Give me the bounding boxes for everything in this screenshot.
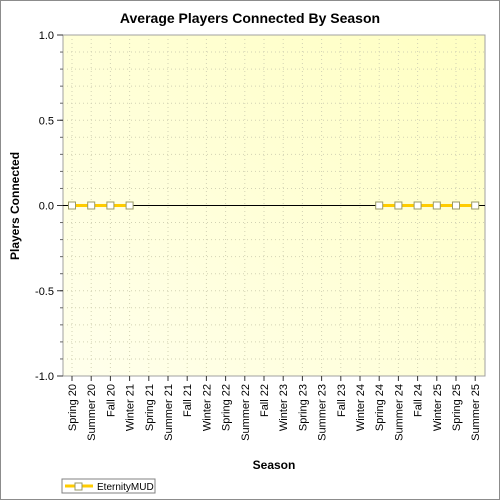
x-tick-label: Winter 25	[432, 384, 444, 431]
x-tick-label: Spring 21	[144, 384, 156, 431]
x-tick-label: Summer 23	[317, 384, 329, 441]
data-point	[87, 201, 96, 210]
grid-layer	[63, 35, 485, 376]
data-point	[394, 201, 403, 210]
x-tick-label: Fall 23	[336, 384, 348, 417]
x-tick-label: Spring 25	[451, 384, 463, 431]
data-point	[68, 201, 76, 210]
x-tick-label: Spring 20	[67, 384, 79, 431]
x-tick-label: Spring 24	[374, 384, 386, 431]
x-tick-label: Winter 22	[201, 384, 213, 431]
x-tick-label: Spring 22	[221, 384, 233, 431]
x-axis-title: Season	[253, 458, 296, 472]
data-point	[413, 201, 422, 210]
x-tick-label: Fall 20	[105, 384, 117, 417]
x-tick-label: Summer 22	[240, 384, 252, 441]
y-axis-title: Players Connected	[8, 152, 22, 260]
data-point	[375, 201, 384, 210]
x-tick-label: Fall 21	[182, 384, 194, 417]
x-tick-label: Spring 23	[297, 384, 309, 431]
x-tick-label: Winter 23	[278, 384, 290, 431]
series-layer	[68, 201, 480, 210]
y-tick-label: 0.5	[39, 115, 54, 127]
data-point	[106, 201, 115, 210]
chart-title: Average Players Connected By Season	[120, 10, 380, 26]
data-point	[471, 201, 480, 210]
x-tick-label: Summer 24	[393, 384, 405, 441]
data-point	[452, 201, 460, 210]
x-tick-label: Summer 21	[163, 384, 175, 441]
legend-label: EternityMUD	[97, 482, 154, 493]
y-tick-label: -1.0	[35, 371, 54, 383]
x-tick-label: Fall 22	[259, 384, 271, 417]
y-tick-label: 0.0	[39, 201, 54, 213]
x-tick-label: Summer 25	[470, 384, 482, 441]
x-tick-label: Winter 24	[355, 384, 367, 431]
legend-marker-swatch	[74, 482, 83, 491]
data-point	[125, 201, 134, 210]
y-tick-label: 1.0	[39, 30, 54, 42]
legend: EternityMUD	[61, 478, 156, 494]
x-tick-label: Fall 24	[413, 384, 425, 417]
x-tick-label: Winter 21	[125, 384, 137, 431]
x-tick-label: Summer 20	[86, 384, 98, 441]
y-tick-label: -0.5	[35, 286, 54, 298]
data-point	[432, 201, 441, 210]
legend-box	[61, 478, 156, 494]
